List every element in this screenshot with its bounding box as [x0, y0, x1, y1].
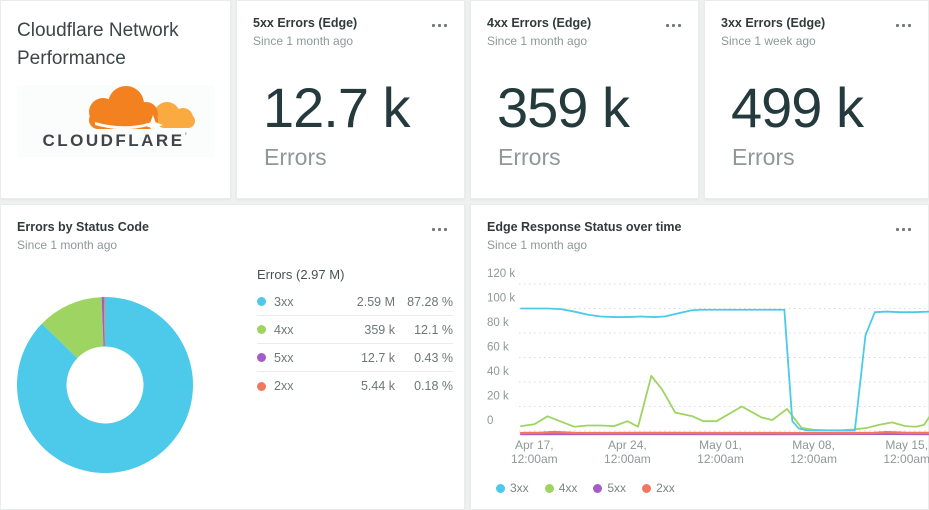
- pie-legend-row-2xx[interactable]: 2xx 5.44 k 0.18 %: [257, 372, 453, 400]
- series-label: 5xx: [607, 481, 627, 495]
- series-line-3xx[interactable]: [520, 307, 929, 432]
- metric-value: 359 k: [497, 76, 630, 139]
- series-percent: 0.18 %: [414, 379, 453, 393]
- cloudflare-cloud-icon: [89, 86, 195, 135]
- series-color-dot: [544, 483, 554, 493]
- x-axis-tick-label: May 01, 12:00am: [697, 438, 744, 466]
- metric-unit: Errors: [498, 144, 561, 170]
- series-value: 2.59 M: [356, 294, 395, 309]
- series-color-dot: [257, 297, 266, 306]
- y-axis-tick-label: 0: [487, 415, 493, 427]
- y-axis-tick-label: 40 k: [487, 366, 509, 378]
- ellipsis-menu-icon[interactable]: [664, 23, 682, 27]
- series-value: 12.7 k: [360, 350, 395, 365]
- pie-legend-row-5xx[interactable]: 5xx 12.7 k 0.43 %: [257, 344, 453, 372]
- widget-timerange: Since 1 month ago: [253, 34, 354, 48]
- x-axis-tick-label: May 08, 12:00am: [790, 438, 837, 466]
- widget-timerange: Since 1 month ago: [17, 238, 118, 252]
- y-axis-tick-label: 20 k: [487, 391, 509, 403]
- legend-item-4xx[interactable]: 4xx: [544, 481, 578, 495]
- card-edge-response-status-over-time: Edge Response Status over time Since 1 m…: [470, 204, 929, 510]
- line-chart-legend: 3xx 4xx 5xx 2xx: [496, 481, 691, 495]
- card-4xx-errors: 4xx Errors (Edge) Since 1 month ago 359 …: [470, 0, 699, 199]
- metric-value: 12.7 k: [263, 76, 411, 139]
- series-line-2xx[interactable]: [519, 430, 929, 435]
- series-label: 3xx: [510, 481, 529, 495]
- x-axis-tick-label: Apr 17, 12:00am: [511, 438, 558, 466]
- pie-legend-row-4xx[interactable]: 4xx 359 k 12.1 %: [257, 316, 453, 344]
- donut-slice-2xx[interactable]: [103, 297, 105, 347]
- series-value: 359 k: [364, 322, 395, 337]
- legend-item-3xx[interactable]: 3xx: [496, 481, 529, 495]
- series-line-4xx[interactable]: [520, 374, 929, 432]
- donut-slice-4xx[interactable]: [41, 297, 104, 359]
- widget-title: 4xx Errors (Edge): [487, 16, 592, 30]
- widget-timerange: Since 1 week ago: [721, 34, 816, 48]
- legend-item-2xx[interactable]: 2xx: [642, 481, 675, 495]
- y-axis-tick-label: 120 k: [487, 268, 515, 280]
- series-percent: 12.1 %: [414, 322, 453, 337]
- series-label: 4xx: [558, 481, 578, 495]
- y-axis-tick-label: 60 k: [487, 342, 509, 354]
- series-label: 3xx: [274, 294, 294, 309]
- series-color-dot: [257, 353, 266, 362]
- pie-legend-table: Errors (2.97 M) 3xx 2.59 M 87.28 % 4xx 359 k…: [257, 267, 453, 400]
- series-percent: 0.43 %: [414, 350, 453, 365]
- widget-title: 3xx Errors (Edge): [721, 16, 826, 30]
- series-color-dot: [593, 483, 603, 493]
- y-axis-tick-label: 100 k: [487, 293, 515, 305]
- donut-slice-3xx[interactable]: [17, 297, 193, 473]
- series-label: 2xx: [656, 481, 675, 495]
- pie-legend-header: Errors (2.97 M): [257, 267, 345, 282]
- ellipsis-menu-icon[interactable]: [430, 23, 448, 27]
- series-label: 4xx: [274, 322, 294, 337]
- series-color-dot: [257, 325, 266, 334]
- cloudflare-wordmark: CLOUDFLARE’: [42, 131, 190, 150]
- series-color-dot: [642, 483, 652, 493]
- series-label: 5xx: [274, 350, 294, 365]
- widget-timerange: Since 1 month ago: [487, 34, 588, 48]
- widget-title: 5xx Errors (Edge): [253, 16, 358, 30]
- donut-slice-5xx[interactable]: [101, 297, 105, 347]
- metric-unit: Errors: [732, 144, 795, 170]
- card-errors-by-status-code: Errors by Status Code Since 1 month ago …: [0, 204, 465, 510]
- pie-legend-row-3xx[interactable]: 3xx 2.59 M 87.28 %: [257, 288, 453, 316]
- card-5xx-errors: 5xx Errors (Edge) Since 1 month ago 12.7…: [236, 0, 465, 199]
- ellipsis-menu-icon[interactable]: [430, 227, 448, 231]
- metric-value: 499 k: [731, 76, 864, 139]
- line-chart[interactable]: 120 k 100 k 80 k 60 k 40 k 20 k 0 Apr 17, 12:00a…: [471, 263, 929, 473]
- cloudflare-logo: CLOUDFLARE’: [17, 85, 215, 157]
- series-color-dot: [257, 381, 266, 391]
- series-percent: 87.28 %: [407, 294, 453, 309]
- series-color-dot: [496, 483, 505, 493]
- series-value: 5.44 k: [360, 379, 395, 393]
- ellipsis-menu-icon[interactable]: [894, 23, 912, 27]
- donut-chart[interactable]: [17, 297, 193, 473]
- series-label: 2xx: [274, 379, 294, 393]
- x-axis-tick-label: Apr 24, 12:00am: [604, 438, 651, 466]
- ellipsis-menu-icon[interactable]: [894, 227, 912, 231]
- card-3xx-errors: 3xx Errors (Edge) Since 1 week ago 499 k…: [704, 0, 929, 199]
- legend-item-5xx[interactable]: 5xx: [593, 481, 626, 495]
- y-axis-tick-label: 80 k: [487, 317, 509, 329]
- widget-title: Errors by Status Code: [17, 220, 149, 234]
- widget-title: Edge Response Status over time: [487, 220, 682, 234]
- x-axis-tick-label: May 15, 12:00am: [883, 438, 929, 466]
- card-dashboard-title: Cloudflare Network Performance CLOUDFLAR…: [0, 0, 231, 199]
- metric-unit: Errors: [264, 144, 327, 170]
- widget-timerange: Since 1 month ago: [487, 238, 588, 252]
- page-title: Cloudflare Network Performance: [17, 20, 179, 69]
